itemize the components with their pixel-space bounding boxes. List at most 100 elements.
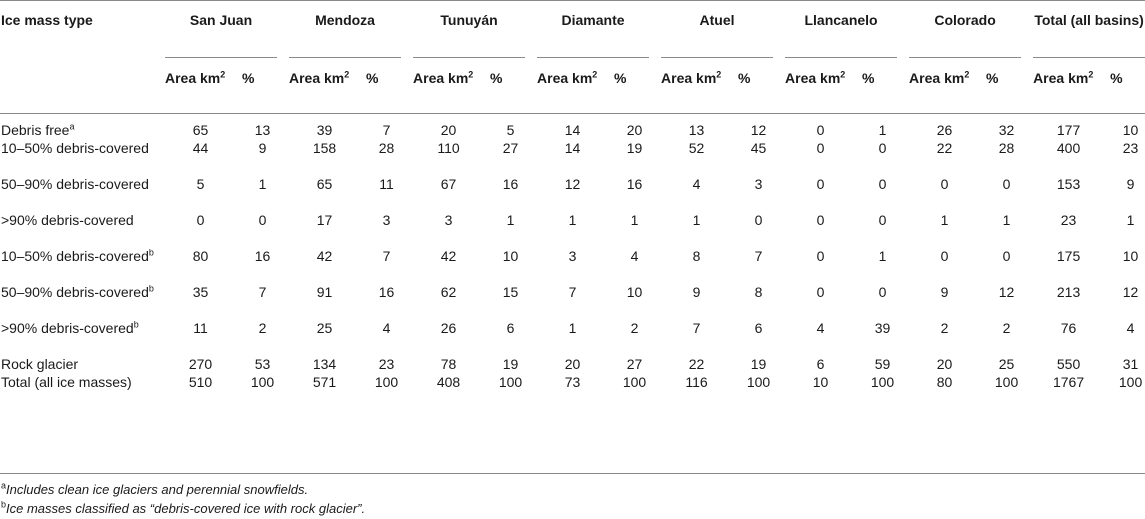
basin-header-label: Tunuyán xyxy=(413,11,526,58)
cell-area: 571 xyxy=(312,374,337,390)
basin-header-label: San Juan xyxy=(165,11,277,58)
cell-area: 510 xyxy=(188,374,213,390)
basin-header-label: Atuel xyxy=(661,11,774,58)
cell-area: 1767 xyxy=(1052,374,1085,390)
cell-area: 65 xyxy=(316,176,333,192)
cell-area: 1 xyxy=(568,320,577,336)
row-label: 10–50% debris-covered xyxy=(0,139,159,175)
cell-percent: 7 xyxy=(754,248,763,264)
cell-area: 3 xyxy=(568,248,577,264)
footnote-mark: a xyxy=(69,121,75,132)
subheader-percent-label: % xyxy=(862,70,875,86)
cell-percent: 28 xyxy=(998,140,1015,156)
cell-area: 158 xyxy=(312,140,337,156)
cell-percent: 4 xyxy=(382,320,391,336)
superscript: 2 xyxy=(344,69,350,80)
cell-percent: 10 xyxy=(502,248,519,264)
cell-percent: 15 xyxy=(502,284,519,300)
cell-percent: 28 xyxy=(378,140,395,156)
subheader-percent-label: % xyxy=(986,70,999,86)
cell-area: 80 xyxy=(936,374,953,390)
cell-percent: 1 xyxy=(1126,212,1135,228)
row-label: Debris freea xyxy=(0,121,159,139)
cell-area: 0 xyxy=(816,212,825,228)
cell-percent: 16 xyxy=(626,176,643,192)
cell-percent: 0 xyxy=(878,140,887,156)
subheader-area-label: Area km xyxy=(165,70,221,86)
basin-header-san-juan: San Juan xyxy=(159,5,283,63)
cell-percent: 0 xyxy=(878,176,887,192)
cell-percent: 11 xyxy=(379,176,394,192)
basin-header-diamante: Diamante xyxy=(531,5,655,63)
cell-percent: 9 xyxy=(1126,176,1135,192)
basin-header-llancanelo: Llancanelo xyxy=(779,5,903,63)
cell-area: 52 xyxy=(688,140,705,156)
subheader-area: Area km2 xyxy=(903,63,986,121)
cell-percent: 20 xyxy=(626,122,643,138)
header-rule xyxy=(0,113,1145,114)
row-label: >90% debris-covered xyxy=(0,211,159,247)
cell-area: 0 xyxy=(940,248,949,264)
cell-area: 6 xyxy=(816,356,825,372)
cell-percent: 100 xyxy=(498,374,523,390)
cell-area: 67 xyxy=(440,176,457,192)
row-label: Total (all ice masses) xyxy=(0,373,159,409)
cell-area: 270 xyxy=(188,356,213,372)
footnote-mark: b xyxy=(133,319,139,330)
cell-percent: 25 xyxy=(998,356,1015,372)
cell-percent: 59 xyxy=(874,356,891,372)
cell-percent: 7 xyxy=(382,122,391,138)
cell-area: 8 xyxy=(692,248,701,264)
cell-percent: 53 xyxy=(254,356,271,372)
row-label: Rock glacier xyxy=(0,355,159,373)
cell-area: 20 xyxy=(440,122,457,138)
cell-area: 550 xyxy=(1056,356,1081,372)
cell-percent: 13 xyxy=(254,122,271,138)
cell-percent: 45 xyxy=(750,140,767,156)
cell-area: 62 xyxy=(440,284,457,300)
cell-percent: 100 xyxy=(622,374,647,390)
cell-percent: 0 xyxy=(878,284,887,300)
superscript: 2 xyxy=(840,69,846,80)
footnote: aIncludes clean ice glaciers and perenni… xyxy=(1,480,365,499)
cell-percent: 9 xyxy=(258,140,267,156)
table-body: Debris freea 65 13 39 7 20 5 14 20 13 12 0 1 26 32 177 1… xyxy=(0,121,1145,409)
cell-area: 39 xyxy=(316,122,333,138)
cell-percent: 1 xyxy=(878,248,887,264)
cell-percent: 0 xyxy=(878,212,887,228)
ice-mass-table: Ice mass type San Juan Mendoza Tunuyán Diama… xyxy=(0,5,1145,409)
cell-area: 0 xyxy=(816,248,825,264)
basin-header-atuel: Atuel xyxy=(655,5,779,63)
subheader-area-label: Area km xyxy=(785,70,841,86)
cell-area: 4 xyxy=(816,320,825,336)
footnote-mark: a xyxy=(1,480,7,491)
cell-percent: 100 xyxy=(746,374,771,390)
cell-percent: 16 xyxy=(502,176,519,192)
cell-percent: 12 xyxy=(1122,284,1139,300)
subheader-area-label: Area km xyxy=(661,70,717,86)
cell-area: 153 xyxy=(1056,176,1081,192)
cell-percent: 19 xyxy=(750,356,767,372)
row-label: >90% debris-coveredb xyxy=(0,319,159,355)
cell-percent: 100 xyxy=(250,374,275,390)
cell-percent: 3 xyxy=(382,212,391,228)
footnote-text: Includes clean ice glaciers and perennia… xyxy=(6,482,309,497)
basin-header-tunuy-n: Tunuyán xyxy=(407,5,531,63)
cell-percent: 10 xyxy=(626,284,643,300)
superscript: 2 xyxy=(964,69,970,80)
subheader-area: Area km2 xyxy=(1027,63,1110,121)
cell-percent: 16 xyxy=(254,248,271,264)
cell-percent: 1 xyxy=(630,212,639,228)
cell-area: 44 xyxy=(192,140,209,156)
cell-area: 134 xyxy=(312,356,337,372)
cell-area: 14 xyxy=(564,140,581,156)
footnote-text: Ice masses classified as “debris-covered… xyxy=(6,501,366,516)
subheader-percent: % xyxy=(738,63,779,121)
cell-area: 175 xyxy=(1056,248,1081,264)
cell-area: 2 xyxy=(940,320,949,336)
cell-percent: 27 xyxy=(626,356,643,372)
cell-area: 9 xyxy=(940,284,949,300)
table-row: Total (all ice masses) 510 100 571 100 408 100… xyxy=(0,373,1145,409)
cell-area: 110 xyxy=(437,140,460,156)
table-row: 10–50% debris-covered 44 9 158 28 110 27 14 19 52… xyxy=(0,139,1145,175)
